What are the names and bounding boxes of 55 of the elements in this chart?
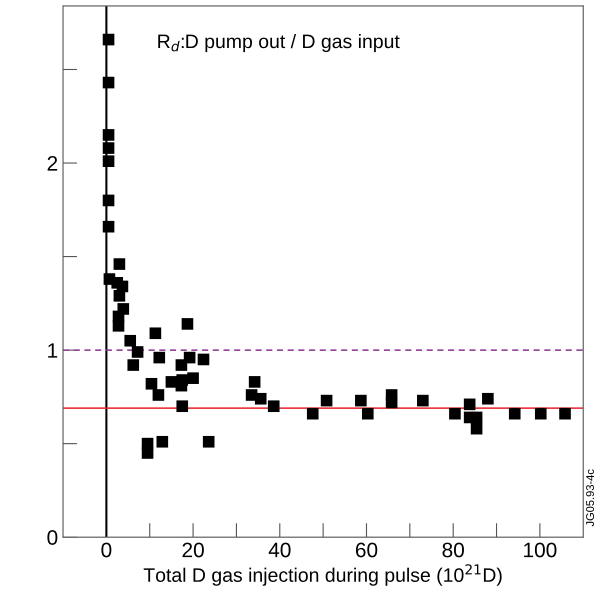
point [464, 398, 476, 410]
point [156, 436, 168, 448]
point [482, 392, 494, 405]
point [114, 290, 126, 302]
y-tick-label: 1 [48, 343, 58, 358]
point [182, 318, 194, 330]
point [559, 408, 571, 420]
x-tick-label: 40 [268, 542, 291, 558]
point [132, 346, 144, 358]
point [176, 359, 188, 371]
point [127, 359, 140, 371]
point [102, 155, 114, 167]
point [152, 389, 164, 401]
point [362, 408, 374, 420]
x-tick-label: 60 [356, 542, 378, 558]
point [102, 129, 114, 141]
point [124, 334, 136, 347]
point [306, 408, 319, 420]
point [102, 142, 114, 154]
x-tick-label: 20 [182, 542, 204, 558]
y-tick-label: 0 [47, 530, 58, 545]
x-tick-label: 0 [101, 542, 112, 558]
point [102, 34, 114, 46]
point [386, 396, 398, 408]
point [534, 408, 547, 420]
point [176, 374, 188, 386]
point [102, 194, 114, 206]
point [320, 394, 332, 406]
y-tick-label: 2 [48, 156, 58, 171]
point [102, 220, 114, 232]
point [202, 436, 214, 448]
point [248, 376, 260, 388]
point [142, 447, 154, 459]
point [114, 258, 126, 270]
annotation: R$_{d}$:D pump out / D gas input [158, 34, 400, 52]
x-tick-label: 80 [442, 542, 464, 558]
point [150, 327, 162, 340]
text: JG05.93-4c [586, 469, 594, 526]
point [470, 422, 482, 434]
point [417, 394, 429, 406]
point [254, 392, 267, 405]
point [449, 408, 461, 420]
point [187, 372, 199, 384]
point [470, 412, 482, 424]
point [198, 354, 210, 366]
point [355, 394, 367, 406]
x-axis-title: Total D gas injection during pulse (10$^{21}$D) [144, 564, 502, 586]
x-tick-label: 100 [524, 542, 556, 558]
point [112, 320, 124, 332]
point [508, 408, 521, 420]
point [102, 76, 114, 88]
point [153, 352, 166, 364]
point [146, 378, 158, 390]
point [176, 400, 188, 412]
point [268, 400, 280, 412]
